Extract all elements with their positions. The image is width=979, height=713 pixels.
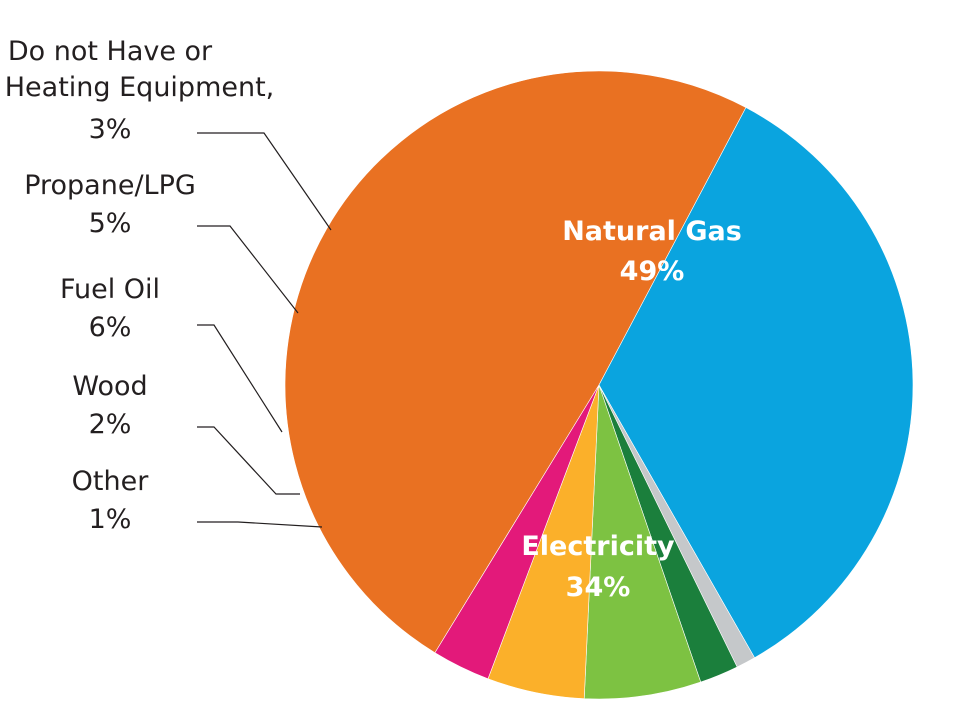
- pie-slice-natural-gas: [284, 70, 747, 654]
- leader-line-fuel-oil: [197, 324, 283, 433]
- slice-label-electricity: Electricity: [521, 531, 675, 562]
- leader-line-wood: [197, 426, 300, 495]
- slice-value-natural-gas: 49%: [620, 256, 685, 287]
- slice-value-fuel-oil: 6%: [89, 312, 132, 343]
- slice-value-other: 1%: [89, 504, 132, 535]
- pie-slice-electricity: [598, 107, 914, 659]
- pie-slice-fuel-oil: [583, 384, 702, 700]
- leader-line-do-not-have-or-use-heating-equipment: [197, 132, 332, 231]
- slice-label-propane-lpg: Propane/LPG: [24, 170, 196, 201]
- pie-slice-do-not-have-or-use-heating-equipment: [434, 384, 600, 680]
- leader-lines: [197, 132, 332, 528]
- slice-value-propane-lpg: 5%: [89, 208, 132, 239]
- slice-value-wood: 2%: [89, 409, 132, 440]
- leader-line-other: [197, 521, 323, 528]
- slice-labels: Natural Gas 49% Electricity 34% Other 1% Wood 2…: [0, 36, 742, 603]
- slice-label-do-not-have-or-use-heating-equipment-line-1: Do not Have or: [8, 36, 213, 67]
- slice-label-do-not-have-or-use-heating-equipment-line-2: Use Heating Equipment,: [0, 72, 274, 103]
- pie-slices: [284, 70, 914, 700]
- slice-value-electricity: 34%: [566, 572, 631, 603]
- leader-line-propane-lpg: [197, 225, 299, 314]
- slice-label-wood: Wood: [72, 371, 147, 402]
- slice-value-do-not-have-or-use-heating-equipment: 3%: [89, 114, 132, 145]
- slice-label-fuel-oil: Fuel Oil: [60, 274, 160, 305]
- slice-label-other: Other: [72, 466, 150, 497]
- slice-label-natural-gas: Natural Gas: [562, 216, 742, 247]
